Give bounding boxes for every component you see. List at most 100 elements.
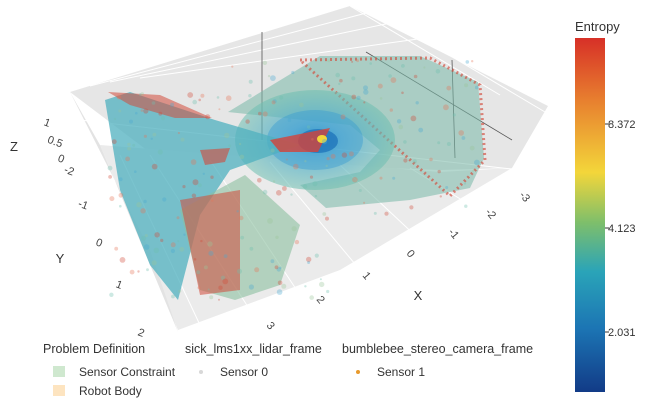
cloud-point — [356, 95, 361, 100]
cloud-point — [276, 289, 283, 295]
cloud-point — [254, 267, 260, 273]
cloud-point — [299, 102, 304, 108]
cloud-point — [207, 288, 210, 291]
cloud-point — [363, 101, 366, 104]
legend-item-label: Robot Body — [79, 383, 142, 398]
cloud-point — [418, 127, 424, 133]
cloud-point — [225, 95, 232, 101]
legend-item-sensor-1[interactable]: Sensor 1 — [342, 362, 533, 381]
cloud-point — [216, 96, 220, 99]
cloud-point — [207, 241, 213, 247]
legend-item-robot-body[interactable]: Robot Body — [43, 381, 175, 400]
cloud-point — [398, 124, 404, 130]
cloud-point — [302, 184, 308, 189]
cloud-point — [330, 153, 336, 159]
colorbar-gradient — [575, 38, 605, 392]
cloud-point — [306, 125, 311, 129]
cloud-point — [472, 169, 474, 172]
cloud-point — [258, 111, 262, 116]
cloud-point — [277, 280, 283, 286]
point-cloud — [105, 56, 487, 301]
cloud-point — [437, 141, 441, 145]
x-tick-label: -2 — [483, 206, 498, 221]
cloud-point — [152, 132, 157, 137]
cloud-point — [236, 210, 239, 213]
z-tick-label: 1 — [42, 116, 52, 129]
cloud-point — [135, 111, 138, 115]
cloud-point — [240, 235, 245, 240]
cloud-point — [390, 77, 397, 83]
z-axis-title: Z — [10, 139, 18, 154]
cloud-point — [363, 89, 369, 95]
cloud-point — [458, 130, 465, 136]
legend-item-sensor-0[interactable]: Sensor 0 — [185, 362, 322, 381]
y-axis: -2 -1 0 1 2 Y — [56, 164, 146, 340]
legend-group-title: sick_lms1xx_lidar_frame — [185, 342, 322, 356]
cloud-point — [281, 283, 287, 289]
cloud-point — [314, 194, 318, 198]
cloud-point — [311, 138, 314, 141]
cloud-point — [325, 216, 329, 221]
cloud-point — [193, 258, 197, 261]
cloud-point — [423, 66, 426, 69]
cloud-point — [291, 226, 297, 232]
cloud-point — [293, 163, 299, 170]
cloud-point — [129, 269, 135, 275]
legend-group-stereo-camera: bumblebee_stereo_camera_frame Sensor 1 — [342, 342, 533, 381]
cloud-point — [326, 157, 330, 161]
cloud-point — [474, 159, 480, 166]
cloud-point — [326, 289, 330, 294]
cloud-point — [388, 74, 392, 78]
cloud-point — [118, 109, 122, 113]
cloud-point — [341, 152, 348, 158]
cloud-point — [161, 116, 165, 121]
colorbar: Entropy 8.372 4.123 2.031 — [575, 19, 636, 392]
cloud-point — [339, 78, 343, 83]
cloud-point — [309, 295, 315, 300]
colorbar-tick-label: 8.372 — [608, 119, 636, 131]
z-tick-label: 0.5 — [46, 134, 64, 151]
cloud-point — [443, 104, 449, 111]
cloud-point — [170, 102, 175, 107]
cloud-point — [160, 238, 164, 243]
cloud-point — [151, 163, 158, 170]
x-tick-label: -3 — [517, 189, 532, 204]
cloud-point — [138, 93, 142, 96]
cloud-point — [114, 246, 119, 251]
cloud-point — [205, 114, 211, 120]
cloud-point — [248, 79, 253, 84]
cloud-point — [153, 247, 160, 254]
cloud-point — [192, 99, 197, 105]
cloud-point — [392, 176, 396, 180]
cloud-point — [196, 270, 201, 275]
cloud-point — [290, 193, 293, 196]
cloud-point — [191, 193, 197, 198]
cloud-point — [118, 192, 124, 198]
cloud-point — [282, 186, 287, 191]
cloud-point — [369, 62, 373, 65]
legend-item-label: Sensor Constraint — [79, 364, 176, 379]
cloud-point — [220, 275, 226, 280]
cloud-point — [143, 134, 147, 138]
cloud-point — [238, 142, 242, 146]
cloud-point — [119, 204, 122, 208]
colorbar-tick-label: 2.031 — [608, 327, 636, 339]
cloud-point — [464, 204, 468, 208]
cloud-point — [384, 211, 389, 216]
legend-item-sensor-constraint[interactable]: Sensor Constraint — [43, 362, 175, 381]
z-tick-label: 0 — [56, 152, 66, 165]
cloud-point — [237, 268, 242, 274]
cloud-point — [140, 208, 146, 214]
cloud-point — [197, 286, 201, 290]
cloud-point — [270, 148, 275, 153]
y-tick-label: 1 — [114, 278, 124, 291]
y-axis-title: Y — [56, 251, 65, 266]
cloud-point — [231, 65, 234, 68]
cloud-point — [141, 235, 147, 241]
cloud-point — [271, 100, 276, 105]
cloud-point — [306, 256, 312, 263]
cloud-point — [312, 181, 318, 187]
cloud-point — [379, 97, 383, 100]
cloud-point — [143, 244, 150, 250]
